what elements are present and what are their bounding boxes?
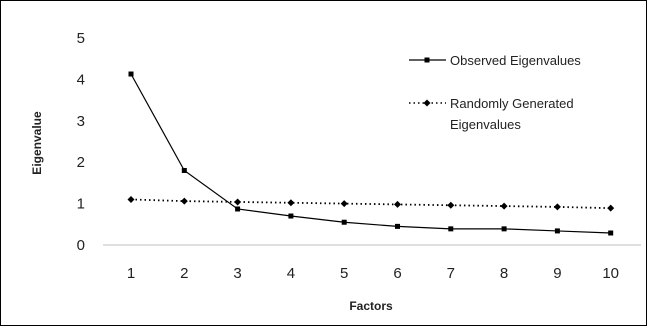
y-tick-label-0: 0 — [77, 237, 85, 254]
x-tick-label-3: 3 — [233, 265, 241, 282]
y-tick-labels: 0 1 2 3 4 5 — [77, 30, 85, 254]
legend: Observed Eigenvalues Randomly Generated … — [409, 53, 581, 132]
x-tick-label-9: 9 — [553, 265, 561, 282]
data-point-random-4 — [287, 199, 295, 207]
data-point-random-10 — [607, 204, 615, 212]
x-tick-label-1: 1 — [127, 265, 135, 282]
data-point-observed-1 — [128, 71, 134, 77]
data-point-observed-10 — [608, 230, 614, 236]
data-point-random-6 — [394, 200, 401, 208]
y-tick-label-4: 4 — [77, 71, 85, 88]
data-point-observed-2 — [181, 167, 187, 173]
data-point-random-5 — [340, 200, 348, 208]
data-point-observed-3 — [235, 206, 241, 212]
x-tick-label-7: 7 — [447, 265, 455, 282]
data-point-random-8 — [500, 202, 508, 210]
x-tick-label-6: 6 — [393, 265, 401, 282]
legend-label-random-line2: Eigenvalues — [450, 117, 521, 132]
x-axis-title: Factors — [349, 299, 393, 313]
data-point-random-3 — [234, 198, 242, 206]
y-tick-label-3: 3 — [77, 113, 85, 130]
y-axis-title: Eigenvalue — [30, 111, 44, 175]
legend-item-random: Randomly Generated Eigenvalues — [409, 96, 574, 132]
legend-label-observed: Observed Eigenvalues — [450, 53, 581, 68]
x-tick-labels: 1 2 3 4 5 6 7 8 9 10 — [127, 265, 619, 282]
legend-label-random-line1: Randomly Generated — [450, 96, 574, 111]
x-tick-label-5: 5 — [340, 265, 348, 282]
y-tick-label-2: 2 — [77, 154, 85, 171]
legend-item-observed: Observed Eigenvalues — [409, 53, 581, 68]
data-point-random-9 — [553, 203, 561, 211]
data-point-observed-6 — [395, 223, 400, 229]
x-tick-label-8: 8 — [500, 265, 508, 282]
series-line-observed — [130, 73, 611, 234]
data-point-observed-9 — [554, 228, 560, 234]
data-point-observed-7 — [448, 226, 454, 232]
data-point-random-7 — [447, 201, 455, 209]
data-point-observed-8 — [501, 226, 507, 232]
y-tick-label-5: 5 — [77, 30, 85, 47]
x-tick-label-10: 10 — [602, 265, 619, 282]
legend-marker-random — [423, 99, 431, 107]
data-point-observed-4 — [288, 213, 294, 219]
x-tick-label-4: 4 — [287, 265, 295, 282]
series-layer — [127, 71, 615, 236]
legend-marker-observed — [424, 57, 430, 63]
data-point-random-2 — [180, 197, 188, 205]
data-point-random-1 — [127, 195, 135, 203]
series-line-random — [130, 198, 611, 210]
data-point-observed-5 — [341, 219, 347, 225]
y-tick-label-1: 1 — [77, 196, 85, 213]
x-tick-label-2: 2 — [180, 265, 188, 282]
